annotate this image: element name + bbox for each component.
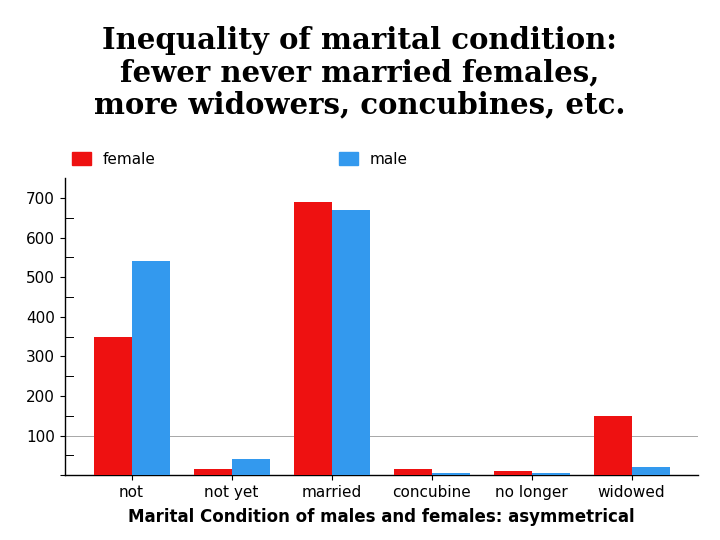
Bar	[294, 202, 332, 475]
Text: Inequality of marital condition:
fewer never married females,
more widowers, con: Inequality of marital condition: fewer n…	[94, 25, 626, 119]
Bar	[132, 261, 170, 475]
Bar	[232, 460, 269, 475]
Bar	[494, 471, 531, 475]
Bar	[332, 210, 369, 475]
Bar	[431, 473, 469, 475]
Bar	[593, 416, 631, 475]
Bar	[531, 473, 570, 475]
X-axis label: Marital Condition of males and females: asymmetrical: Marital Condition of males and females: …	[128, 508, 635, 526]
Bar	[631, 467, 670, 475]
Bar	[394, 469, 431, 475]
Legend: female, male: female, male	[73, 152, 408, 167]
Bar	[94, 336, 132, 475]
Bar	[194, 469, 232, 475]
